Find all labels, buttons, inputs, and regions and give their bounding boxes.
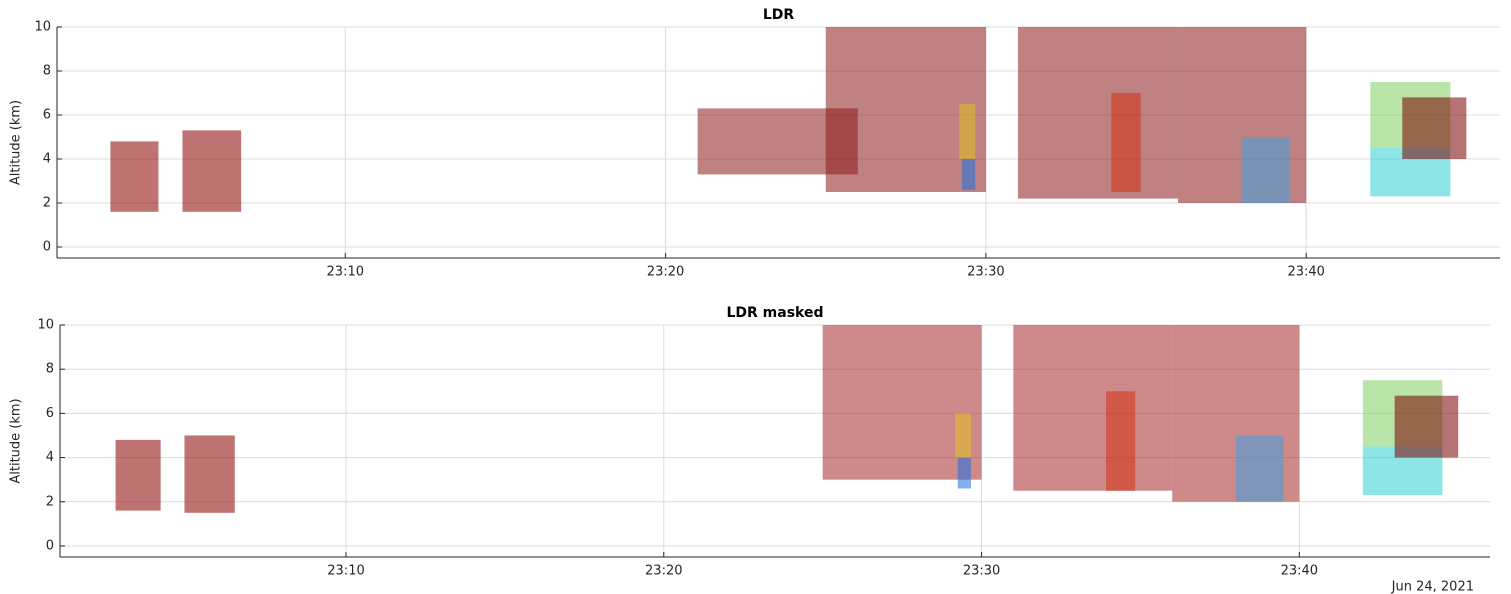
- y-tick-label: 10: [34, 20, 51, 35]
- y-tick-label: 0: [46, 538, 54, 553]
- x-tick-label: 23:30: [963, 564, 1000, 579]
- y-tick-label: 6: [46, 406, 54, 421]
- data-cell: [1242, 137, 1291, 203]
- y-axis-label: Altitude (km): [9, 100, 24, 185]
- y-tick-label: 10: [37, 318, 54, 333]
- data-cell: [1013, 325, 1173, 491]
- data-cell: [1017, 27, 1179, 199]
- y-tick-label: 4: [43, 152, 51, 167]
- data-cell: [110, 141, 159, 212]
- y-tick-label: 8: [46, 362, 54, 377]
- data-cell: [1235, 435, 1284, 502]
- data-cell: [1402, 97, 1467, 159]
- data-cell: [959, 104, 976, 159]
- data-cell: [1106, 391, 1136, 491]
- x-tick-label: 23:30: [967, 265, 1004, 280]
- x-tick-label: 23:20: [645, 564, 682, 579]
- y-tick-label: 2: [43, 196, 51, 211]
- data-cell: [961, 159, 976, 190]
- data-cell: [115, 439, 161, 511]
- x-tick-label: 23:40: [1287, 265, 1324, 280]
- chart-title: LDR: [763, 7, 795, 23]
- data-cell: [182, 130, 242, 212]
- data-cell: [1111, 93, 1141, 192]
- y-tick-label: 4: [46, 450, 54, 465]
- y-tick-label: 6: [43, 108, 51, 123]
- y-tick-label: 8: [43, 64, 51, 79]
- y-tick-label: 2: [46, 494, 54, 509]
- x-tick-label: 23:40: [1281, 564, 1318, 579]
- data-cell: [1394, 395, 1459, 458]
- date-label: Jun 24, 2021: [1391, 580, 1474, 594]
- x-tick-label: 23:10: [327, 265, 364, 280]
- y-axis-label: Altitude (km): [9, 398, 24, 483]
- x-tick-label: 23:10: [327, 564, 364, 579]
- x-tick-label: 23:20: [647, 265, 684, 280]
- data-cell: [955, 413, 971, 458]
- data-cell: [957, 457, 971, 489]
- y-tick-label: 0: [43, 240, 51, 255]
- data-cell: [184, 435, 235, 513]
- chart-title: LDR masked: [726, 305, 823, 321]
